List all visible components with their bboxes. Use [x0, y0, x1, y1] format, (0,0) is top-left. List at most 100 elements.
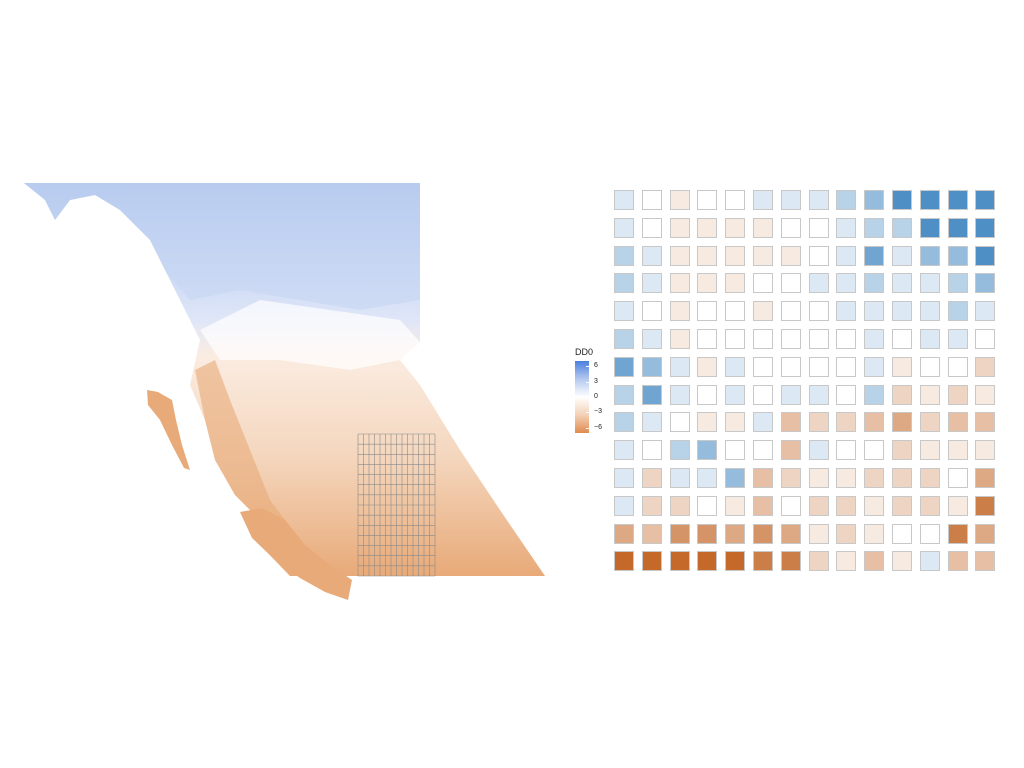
heatmap-cell — [641, 356, 662, 377]
heatmap-cell — [892, 356, 912, 377]
heatmap-cell — [641, 440, 662, 461]
heatmap-cell — [836, 217, 857, 238]
heatmap-cell — [919, 523, 940, 544]
heatmap-cell — [725, 495, 746, 516]
heatmap-cell — [780, 468, 801, 488]
heatmap-cell — [836, 495, 857, 516]
heatmap-cell — [641, 217, 662, 238]
heatmap-cell — [614, 440, 634, 461]
heatmap-cell — [836, 329, 857, 349]
heatmap-cell — [919, 301, 940, 322]
heatmap-cell — [836, 440, 857, 461]
heatmap-cell — [669, 412, 690, 433]
heatmap-cell — [975, 190, 996, 210]
heatmap-cell — [892, 551, 912, 572]
heatmap-cell — [669, 551, 690, 572]
heatmap-cell — [919, 356, 940, 377]
heatmap-cell — [697, 384, 718, 405]
heatmap-cell — [947, 356, 968, 377]
heatmap-cell — [947, 551, 968, 572]
heatmap-cell — [808, 384, 829, 405]
heatmap-cell — [919, 551, 940, 572]
heatmap-cell — [697, 273, 718, 294]
heatmap-cell — [725, 190, 746, 210]
heatmap-cell — [641, 190, 662, 210]
heatmap-cell — [975, 273, 996, 294]
legend-title: DD0 — [575, 347, 594, 357]
heatmap-cell — [669, 217, 690, 238]
heatmap-cell — [919, 245, 940, 266]
heatmap-cell — [780, 495, 801, 516]
heatmap-cell — [780, 273, 801, 294]
heatmap-cell — [864, 440, 885, 461]
heatmap-cell — [919, 273, 940, 294]
heatmap-cell — [892, 301, 912, 322]
heatmap-cell — [725, 384, 746, 405]
legend-tick-mark — [586, 427, 589, 429]
heatmap-cell — [808, 190, 829, 210]
heatmap-cell — [641, 384, 662, 405]
heatmap-cell — [614, 217, 634, 238]
heatmap-cell — [614, 245, 634, 266]
heatmap-cell — [836, 190, 857, 210]
heatmap-cell — [836, 551, 857, 572]
heatmap-cell — [808, 551, 829, 572]
heatmap-cell — [947, 273, 968, 294]
heatmap-cell — [919, 412, 940, 433]
heatmap-cell — [753, 412, 773, 433]
heatmap-cell — [864, 384, 885, 405]
heatmap-cell — [947, 190, 968, 210]
heatmap-cell — [836, 468, 857, 488]
heatmap-cell — [864, 495, 885, 516]
heatmap-cell — [780, 523, 801, 544]
heatmap-cell — [919, 217, 940, 238]
heatmap-cell — [808, 245, 829, 266]
heatmap-cell — [864, 273, 885, 294]
heatmap-cell — [975, 412, 996, 433]
heatmap-cell — [836, 412, 857, 433]
heatmap-cell — [697, 217, 718, 238]
heatmap-cell — [697, 301, 718, 322]
heatmap-cell — [614, 523, 634, 544]
heatmap-cell — [975, 384, 996, 405]
heatmap-cell — [864, 523, 885, 544]
heatmap-cell — [975, 245, 996, 266]
heatmap-cell — [975, 329, 996, 349]
heatmap-cell — [864, 245, 885, 266]
heatmap-cell — [614, 495, 634, 516]
heatmap-grid — [614, 190, 1002, 578]
heatmap-cell — [836, 245, 857, 266]
heatmap-cell — [669, 440, 690, 461]
heatmap-cell — [919, 384, 940, 405]
heatmap-cell — [919, 190, 940, 210]
heatmap-cell — [697, 190, 718, 210]
heatmap-cell — [892, 412, 912, 433]
legend: DD0 6 3 0 −3 −6 — [575, 347, 615, 442]
heatmap-cell — [808, 301, 829, 322]
heatmap-cell — [780, 190, 801, 210]
heatmap-cell — [669, 273, 690, 294]
heatmap-cell — [641, 495, 662, 516]
heatmap-cell — [725, 412, 746, 433]
northern-region — [24, 183, 420, 310]
heatmap-cell — [725, 301, 746, 322]
heatmap-cell — [780, 356, 801, 377]
heatmap-cell — [753, 329, 773, 349]
heatmap-cell — [697, 329, 718, 349]
heatmap-cell — [725, 440, 746, 461]
heatmap-cell — [975, 217, 996, 238]
heatmap-cell — [753, 273, 773, 294]
heatmap-cell — [975, 495, 996, 516]
heatmap-cell — [808, 440, 829, 461]
heatmap-cell — [947, 412, 968, 433]
heatmap-cell — [892, 384, 912, 405]
heatmap-cell — [892, 190, 912, 210]
heatmap-cell — [669, 329, 690, 349]
heatmap-cell — [780, 384, 801, 405]
heatmap-cell — [753, 495, 773, 516]
heatmap-cell — [975, 468, 996, 488]
map-grid-overlay — [357, 433, 436, 577]
heatmap-cell — [614, 273, 634, 294]
heatmap-cell — [614, 356, 634, 377]
heatmap-cell — [780, 301, 801, 322]
